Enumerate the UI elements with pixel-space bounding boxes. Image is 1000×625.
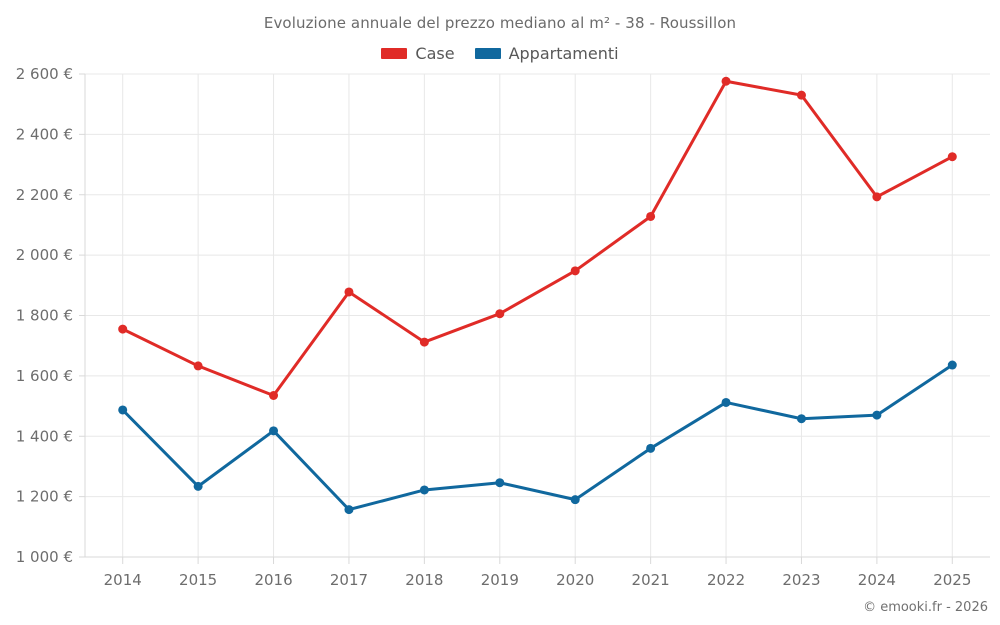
x-tick-label: 2019 xyxy=(481,571,519,589)
x-tick-label: 2024 xyxy=(858,571,896,589)
x-tick-label: 2018 xyxy=(405,571,443,589)
legend-item-appartamenti[interactable]: Appartamenti xyxy=(474,44,619,63)
data-point-appartamenti[interactable] xyxy=(193,481,203,491)
data-point-appartamenti[interactable] xyxy=(646,443,656,453)
data-point-appartamenti[interactable] xyxy=(344,505,354,515)
x-tick-label: 2017 xyxy=(330,571,368,589)
data-point-case[interactable] xyxy=(796,90,806,100)
data-point-appartamenti[interactable] xyxy=(269,426,279,436)
chart-title: Evoluzione annuale del prezzo mediano al… xyxy=(263,14,737,32)
legend-label-appartamenti: Appartamenti xyxy=(508,44,619,63)
data-point-appartamenti[interactable] xyxy=(570,495,580,505)
data-point-appartamenti[interactable] xyxy=(721,397,731,407)
data-point-appartamenti[interactable] xyxy=(495,478,505,488)
y-tick-label: 2 600 € xyxy=(16,65,73,83)
x-tick-label: 2015 xyxy=(179,571,217,589)
data-point-case[interactable] xyxy=(269,390,279,400)
data-point-appartamenti[interactable] xyxy=(796,414,806,424)
data-point-appartamenti[interactable] xyxy=(872,410,882,420)
data-point-case[interactable] xyxy=(872,192,882,202)
data-point-case[interactable] xyxy=(947,152,957,162)
legend-label-case: Case xyxy=(415,44,455,63)
data-point-appartamenti[interactable] xyxy=(118,405,128,415)
x-tick-label: 2016 xyxy=(254,571,292,589)
series-line-appartamenti xyxy=(121,363,954,512)
legend-swatch-appartamenti xyxy=(474,48,501,59)
footer-credit: © emooki.fr - 2026 xyxy=(863,600,988,615)
data-point-case[interactable] xyxy=(495,309,505,319)
data-point-case[interactable] xyxy=(570,266,580,276)
data-point-case[interactable] xyxy=(419,337,429,347)
data-point-case[interactable] xyxy=(721,76,731,86)
x-tick-label: 2022 xyxy=(707,571,745,589)
y-tick-label: 1 400 € xyxy=(16,427,73,445)
x-tick-label: 2025 xyxy=(933,571,971,589)
data-point-appartamenti[interactable] xyxy=(947,360,957,370)
x-tick-label: 2021 xyxy=(632,571,670,589)
y-tick-label: 1 600 € xyxy=(16,367,73,385)
y-tick-label: 1 000 € xyxy=(16,548,73,566)
legend-item-case[interactable]: Case xyxy=(381,44,455,63)
x-tick-label: 2020 xyxy=(556,571,594,589)
data-point-case[interactable] xyxy=(344,287,354,297)
x-tick-label: 2014 xyxy=(104,571,142,589)
data-point-appartamenti[interactable] xyxy=(419,485,429,495)
y-tick-label: 1 800 € xyxy=(16,307,73,325)
legend-swatch-case xyxy=(381,48,408,59)
y-tick-label: 2 200 € xyxy=(16,186,73,204)
x-tick-label: 2023 xyxy=(782,571,820,589)
y-tick-label: 1 200 € xyxy=(16,488,73,506)
data-point-case[interactable] xyxy=(193,361,203,371)
data-point-case[interactable] xyxy=(118,324,128,334)
y-tick-label: 2 400 € xyxy=(16,125,73,143)
y-tick-label: 2 000 € xyxy=(16,246,73,264)
data-point-case[interactable] xyxy=(646,211,656,221)
chart-legend: Case Appartamenti xyxy=(0,44,1000,63)
series-line-case xyxy=(121,79,954,397)
